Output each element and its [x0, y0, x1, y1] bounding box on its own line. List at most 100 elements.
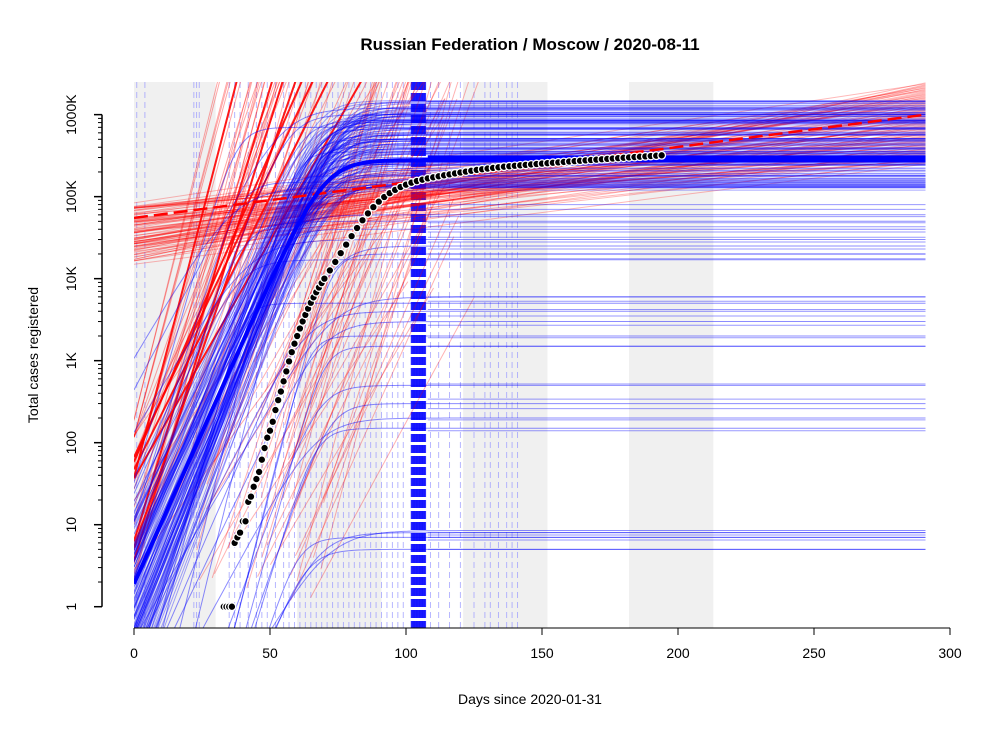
exp-mid-line-35: [322, 82, 479, 500]
exp-mid-line-17: [279, 120, 444, 548]
logistic-band-curve-3: [134, 114, 926, 530]
logistic-band-curve-107: [134, 173, 926, 619]
exp-steep-line-19: [134, 82, 368, 539]
exp-steep-line-25: [134, 82, 284, 561]
logistic-band-curve-81: [134, 124, 926, 605]
logistic-band-curve-108: [134, 120, 926, 628]
exp-steep-line-8: [134, 82, 336, 482]
logistic-band-curve-96: [134, 184, 926, 584]
exp-steep-line-0: [134, 82, 362, 479]
observed-point-12: [251, 474, 261, 484]
logistic-band-curve-101: [134, 153, 926, 603]
logistic-band-curve-42: [134, 102, 926, 612]
x-tick-label-4: 200: [666, 645, 690, 661]
exp-fit-line-82: [134, 88, 926, 258]
exp-fit-line-17: [134, 148, 926, 262]
exp-mid-line-4: [278, 82, 418, 479]
exp-fit-line-7: [134, 157, 926, 219]
logistic-band-curve-58: [157, 185, 926, 628]
y-tick-label-4: 10K: [63, 266, 79, 292]
exp-fit-line-88: [134, 83, 926, 204]
logistic-fit-curve-17: [134, 239, 926, 433]
exp-steep-line-26: [134, 82, 378, 436]
logistic-band-curve-10: [134, 148, 926, 551]
logistic-band-curve-34: [136, 181, 926, 628]
logistic-band-curve-90: [139, 183, 926, 628]
logistic-band-curve-52: [134, 138, 926, 588]
exp-mid-line-18: [323, 82, 459, 503]
observed-point-39: [330, 257, 340, 267]
logistic-band-curve-99: [142, 122, 926, 628]
logistic-band-curve-29: [134, 175, 926, 551]
exp-fit-line-83: [134, 87, 926, 215]
logistic-band-curve-89: [134, 115, 926, 523]
logistic-fit-curve-22: [134, 181, 926, 522]
exp-fit-line-22: [134, 143, 926, 258]
logistic-band-curve-13: [148, 116, 926, 628]
exp-steep-line-33: [134, 82, 258, 437]
exp-fit-line-5: [134, 158, 926, 232]
observed-point-99: [657, 150, 667, 160]
logistic-band-curve-87: [134, 140, 926, 561]
logistic-band-curve-62: [134, 150, 926, 620]
exp-fit-line-51: [134, 117, 926, 244]
logistic-band-curve-19: [160, 187, 926, 628]
y-tick-label-2: 100: [63, 431, 79, 455]
logistic-band-curve-49: [137, 143, 926, 628]
exp-mid-line-40: [296, 82, 432, 582]
exp-mid-line-39: [294, 215, 460, 556]
logistic-fit-curve-13: [139, 296, 926, 628]
logistic-band-curve-91: [134, 177, 926, 587]
chart-title: Russian Federation / Moscow / 2020-08-11: [360, 35, 699, 54]
exp-steep-line-5: [134, 82, 314, 458]
observed-point-37: [319, 274, 329, 284]
logistic-band-curve-56: [134, 138, 926, 559]
logistic-band-curve-14: [134, 127, 926, 595]
shaded-period-3: [629, 82, 714, 628]
observed-point-8: [241, 516, 250, 526]
observed-point-19: [270, 405, 280, 415]
observed-point-41: [341, 240, 351, 250]
exp-mid-line-57: [287, 173, 452, 460]
observed-point-25: [287, 347, 297, 357]
exp-mid-line-26: [244, 281, 409, 530]
exp-mid-line-15: [189, 82, 290, 458]
exp-mid-line-25: [253, 86, 418, 363]
x-tick-label-3: 150: [530, 645, 554, 661]
exp-fit-line-72: [134, 97, 926, 207]
logistic-band-curve-77: [134, 134, 926, 547]
observed-point-21: [276, 387, 286, 397]
observed-point-17: [265, 426, 275, 436]
exp-fit-line-81: [134, 89, 926, 211]
logistic-fit-curve-26: [179, 151, 926, 628]
logistic-band-curve-69: [134, 169, 926, 554]
exp-mid-line-22: [257, 247, 422, 577]
exp-steep-line-16: [134, 82, 266, 579]
logistic-band-curve-9: [134, 112, 926, 568]
logistic-band-curve-39: [134, 118, 926, 628]
exp-mid-line-27: [188, 222, 353, 506]
logistic-band-curve-47: [145, 128, 926, 628]
exp-fit-line-42: [134, 125, 926, 262]
exp-fit-line-10: [134, 154, 926, 223]
logistic-band-curve-72: [145, 107, 926, 628]
logistic-band-curve-75: [146, 142, 926, 628]
logistic-band-curve-53: [134, 138, 926, 518]
logistic-fit-curve-30: [134, 126, 926, 483]
exp-mid-line-46: [310, 82, 451, 405]
logistic-band-curve-106: [148, 138, 926, 628]
exp-fit-line-27: [134, 138, 926, 230]
observed-point-18: [268, 417, 278, 427]
y-tick-label-3: 1K: [63, 351, 79, 369]
observed-point-11: [249, 482, 259, 492]
logistic-fit-curve-21: [134, 186, 926, 359]
exp-mid-line-13: [310, 297, 475, 598]
logistic-fit-curve-9: [233, 335, 926, 628]
exp-steep-line-3: [134, 82, 229, 438]
exp-mid-line-37: [198, 82, 321, 523]
logistic-band-curve-84: [135, 149, 926, 628]
logistic-band-curve-76: [134, 118, 926, 478]
exp-fit-line-39: [134, 127, 926, 231]
logistic-band-curve-80: [134, 105, 926, 626]
observed-point-6: [235, 528, 245, 538]
